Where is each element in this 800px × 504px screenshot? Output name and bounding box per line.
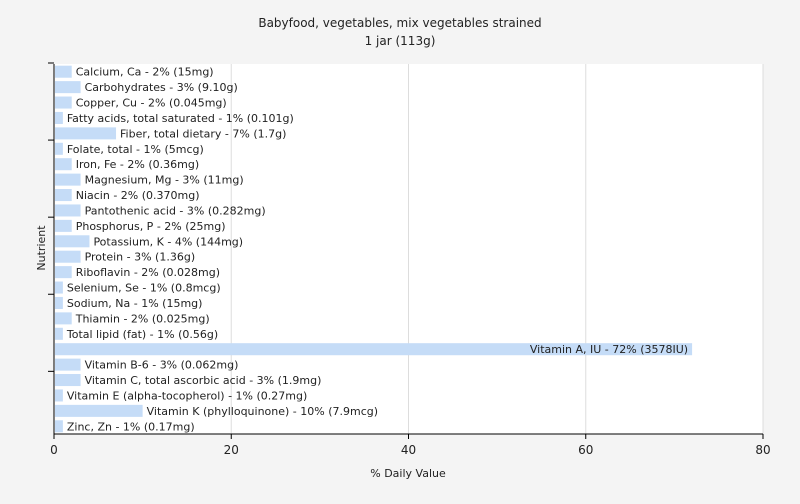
- bar: [55, 204, 81, 217]
- bar: [55, 343, 693, 356]
- bar-label: Pantothenic acid - 3% (0.282mg): [85, 204, 266, 217]
- bar-label: Protein - 3% (1.36g): [85, 251, 196, 264]
- bar-label: Carbohydrates - 3% (9.10g): [85, 81, 238, 94]
- bar: [55, 219, 72, 232]
- bar: [55, 281, 63, 294]
- bar-label: Copper, Cu - 2% (0.045mg): [76, 97, 227, 110]
- bar: [55, 389, 63, 402]
- bar: [55, 142, 63, 155]
- bar-label: Folate, total - 1% (5mcg): [67, 143, 204, 156]
- bar-label: Iron, Fe - 2% (0.36mg): [76, 158, 199, 171]
- bar-label: Zinc, Zn - 1% (0.17mg): [67, 420, 195, 433]
- bar-label: Vitamin C, total ascorbic acid - 3% (1.9…: [85, 374, 322, 387]
- bar-label: Fiber, total dietary - 7% (1.7g): [120, 127, 286, 140]
- bar-label: Vitamin E (alpha-tocopherol) - 1% (0.27m…: [67, 389, 307, 402]
- bar: [55, 235, 90, 248]
- bar-label: Vitamin A, IU - 72% (3578IU): [530, 343, 688, 356]
- bar-label: Total lipid (fat) - 1% (0.56g): [66, 328, 218, 341]
- bar: [55, 420, 63, 433]
- bar-label: Potassium, K - 4% (144mg): [93, 235, 243, 248]
- x-tick-label: 0: [50, 443, 58, 457]
- chart-subtitle: 1 jar (113g): [365, 34, 436, 48]
- bar: [55, 96, 72, 109]
- bar: [55, 358, 81, 371]
- bar-label: Fatty acids, total saturated - 1% (0.101…: [67, 112, 294, 125]
- bar-label: Magnesium, Mg - 3% (11mg): [85, 174, 244, 187]
- bar: [55, 327, 63, 340]
- bar: [55, 81, 81, 94]
- bar-label: Riboflavin - 2% (0.028mg): [76, 266, 220, 279]
- bar: [55, 404, 143, 417]
- bar-label: Niacin - 2% (0.370mg): [76, 189, 200, 202]
- bar-label: Selenium, Se - 1% (0.8mcg): [67, 282, 221, 295]
- bar: [55, 127, 117, 140]
- bar-label: Vitamin K (phylloquinone) - 10% (7.9mcg): [147, 405, 378, 418]
- bar-label: Calcium, Ca - 2% (15mg): [76, 66, 214, 79]
- y-axis-label: Nutrient: [35, 225, 48, 271]
- bar: [55, 266, 72, 279]
- x-tick-label: 20: [224, 443, 239, 457]
- axes: 0 20 40 60 80: [48, 62, 771, 457]
- bar: [55, 173, 81, 186]
- x-tick-label: 60: [578, 443, 593, 457]
- bar: [55, 158, 72, 171]
- bar-label: Thiamin - 2% (0.025mg): [75, 312, 210, 325]
- x-tick-label: 80: [755, 443, 770, 457]
- bar-label: Vitamin B-6 - 3% (0.062mg): [85, 359, 239, 372]
- bars: Calcium, Ca - 2% (15mg) Carbohydrates - 3…: [55, 65, 693, 433]
- x-tick-label: 40: [401, 443, 416, 457]
- bar: [55, 312, 72, 325]
- bar-label: Phosphorus, P - 2% (25mg): [76, 220, 226, 233]
- x-axis-label: % Daily Value: [370, 467, 446, 480]
- bar: [55, 65, 72, 78]
- bar-label: Sodium, Na - 1% (15mg): [67, 297, 203, 310]
- bar: [55, 189, 72, 202]
- bar: [55, 296, 63, 309]
- bar: [55, 374, 81, 387]
- grid-lines: [54, 64, 764, 434]
- bar: [55, 111, 63, 124]
- chart-title: Babyfood, vegetables, mix vegetables str…: [258, 16, 541, 30]
- bar: [55, 250, 81, 263]
